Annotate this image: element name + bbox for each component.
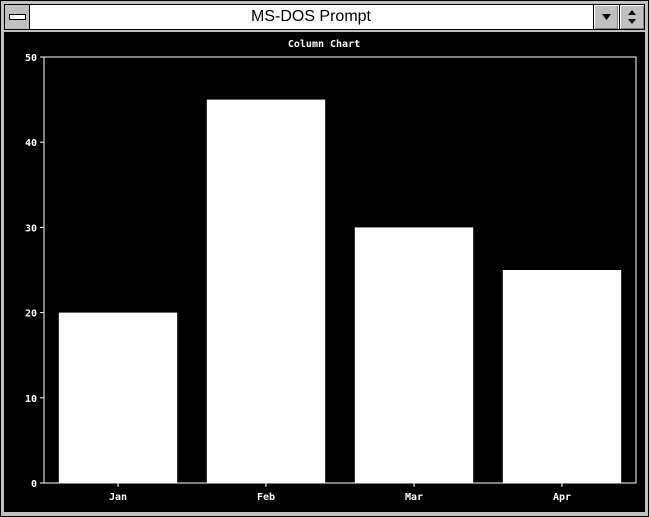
x-tick-label: Mar (405, 492, 423, 503)
system-menu-bar (9, 14, 26, 20)
y-tick-label: 40 (25, 138, 37, 149)
system-menu-icon[interactable] (5, 5, 30, 29)
bar (502, 270, 622, 483)
y-tick-label: 0 (31, 479, 37, 490)
bar (58, 312, 178, 483)
title-bar[interactable]: MS-DOS Prompt (4, 4, 645, 30)
y-tick-label: 20 (25, 309, 37, 320)
up-down-triangle-icon (628, 10, 636, 24)
x-tick-label: Apr (553, 492, 571, 503)
column-chart: Column Chart 0 10 20 30 40 50 Jan Feb Mar Apr (25, 39, 637, 503)
x-tick-label: Feb (257, 492, 275, 503)
minimize-button[interactable] (593, 5, 618, 29)
dos-screen[interactable]: Column Chart 0 10 20 30 40 50 Jan Feb Mar Apr (4, 32, 645, 512)
window-title: MS-DOS Prompt (250, 8, 371, 25)
y-tick-label: 30 (25, 223, 37, 234)
y-tick-label: 10 (25, 394, 37, 405)
restore-button[interactable] (619, 5, 644, 29)
bar (206, 99, 326, 483)
y-tick-label: 50 (25, 53, 37, 64)
x-tick-label: Jan (109, 492, 127, 503)
chart-title: Column Chart (288, 39, 360, 50)
down-triangle-icon (602, 14, 611, 20)
plot-frame (43, 56, 637, 484)
bar (354, 227, 474, 483)
